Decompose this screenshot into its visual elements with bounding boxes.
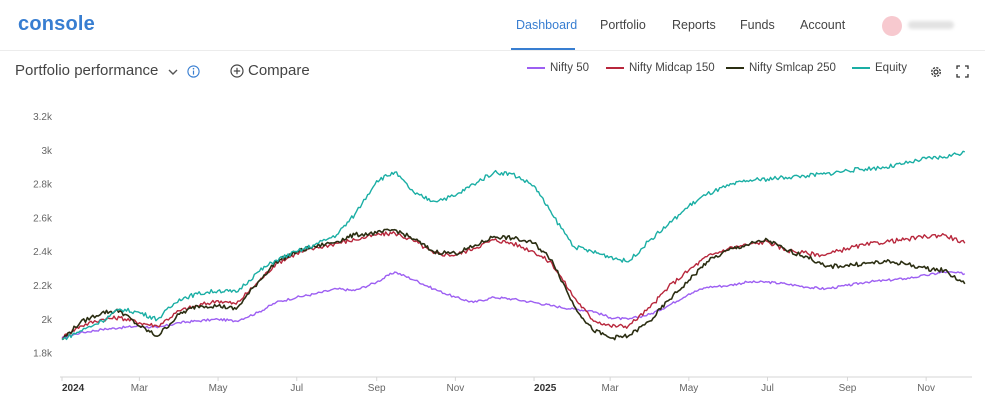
series-line-nifty-smlcap-250[interactable] bbox=[61, 228, 966, 341]
x-tick-label: May bbox=[679, 383, 698, 394]
series-line-equity[interactable] bbox=[61, 150, 966, 341]
chart-series bbox=[61, 150, 966, 341]
x-tick-label: Sep bbox=[368, 383, 386, 394]
legend-label: Nifty Smlcap 250 bbox=[749, 62, 836, 74]
legend-item-nifty-smlcap-250[interactable]: Nifty Smlcap 250 bbox=[726, 62, 836, 74]
plus-circle-icon bbox=[230, 63, 244, 78]
info-icon[interactable] bbox=[187, 65, 200, 78]
legend-swatch bbox=[606, 67, 624, 69]
nav-portfolio[interactable]: Portfolio bbox=[600, 18, 646, 32]
y-tick-label: 1.8k bbox=[33, 349, 53, 360]
compare-button[interactable]: Compare bbox=[230, 62, 310, 79]
nav-funds[interactable]: Funds bbox=[740, 18, 775, 32]
legend-swatch bbox=[852, 67, 870, 69]
y-tick-label: 2.2k bbox=[33, 281, 53, 292]
y-tick-label: 2.6k bbox=[33, 213, 53, 224]
user-avatar[interactable] bbox=[882, 16, 902, 36]
legend-swatch bbox=[527, 67, 545, 69]
top-navbar: console Dashboard Portfolio Reports Fund… bbox=[0, 0, 985, 51]
page-title[interactable]: Portfolio performance bbox=[15, 62, 159, 79]
legend-item-nifty-50[interactable]: Nifty 50 bbox=[527, 62, 589, 74]
chevron-down-icon[interactable] bbox=[166, 65, 180, 79]
legend-label: Nifty Midcap 150 bbox=[629, 62, 715, 74]
nav-dashboard[interactable]: Dashboard bbox=[516, 18, 578, 32]
nav-account[interactable]: Account bbox=[800, 18, 846, 32]
x-tick-label: Sep bbox=[839, 383, 857, 394]
legend-label: Equity bbox=[875, 62, 907, 74]
chart-toolbar: Portfolio performance Compare Nifty 50 N… bbox=[0, 56, 985, 86]
nav-reports[interactable]: Reports bbox=[672, 18, 716, 32]
performance-chart: 1.8k 2k 2.2k 2.4k 2.6k 2.8k 3k 3.2k 2024 Mar May J… bbox=[33, 112, 972, 394]
y-tick-label: 2k bbox=[41, 315, 53, 326]
x-tick-label: 2024 bbox=[62, 383, 85, 394]
compare-label: Compare bbox=[248, 62, 310, 79]
legend-label: Nifty 50 bbox=[550, 62, 589, 74]
x-tick-label: Nov bbox=[446, 383, 464, 394]
legend-item-nifty-midcap-150[interactable]: Nifty Midcap 150 bbox=[606, 62, 715, 74]
expand-icon[interactable] bbox=[956, 65, 969, 78]
x-tick-label: Jul bbox=[290, 383, 303, 394]
x-tick-label: 2025 bbox=[534, 383, 557, 394]
nav-active-underline bbox=[511, 48, 575, 50]
legend-item-equity[interactable]: Equity bbox=[852, 62, 907, 74]
y-tick-label: 2.8k bbox=[33, 180, 53, 191]
series-line-nifty-50[interactable] bbox=[61, 270, 966, 339]
x-tick-label: Mar bbox=[602, 383, 620, 394]
gear-icon[interactable] bbox=[929, 65, 943, 79]
user-name-blurred[interactable] bbox=[908, 21, 954, 29]
y-axis: 1.8k 2k 2.2k 2.4k 2.6k 2.8k 3k 3.2k bbox=[33, 112, 53, 360]
y-tick-label: 3.2k bbox=[33, 112, 53, 123]
y-tick-label: 2.4k bbox=[33, 247, 53, 258]
series-line-nifty-midcap-150[interactable] bbox=[61, 231, 966, 340]
legend-swatch bbox=[726, 67, 744, 69]
x-tick-label: May bbox=[209, 383, 228, 394]
y-tick-label: 3k bbox=[41, 146, 53, 157]
x-tick-label: Nov bbox=[917, 383, 935, 394]
x-axis: 2024 Mar May Jul Sep Nov 2025 Mar May Jul Sep Nov bbox=[61, 377, 935, 394]
console-logo[interactable]: console bbox=[18, 13, 95, 35]
x-tick-label: Mar bbox=[131, 383, 149, 394]
x-tick-label: Jul bbox=[761, 383, 774, 394]
